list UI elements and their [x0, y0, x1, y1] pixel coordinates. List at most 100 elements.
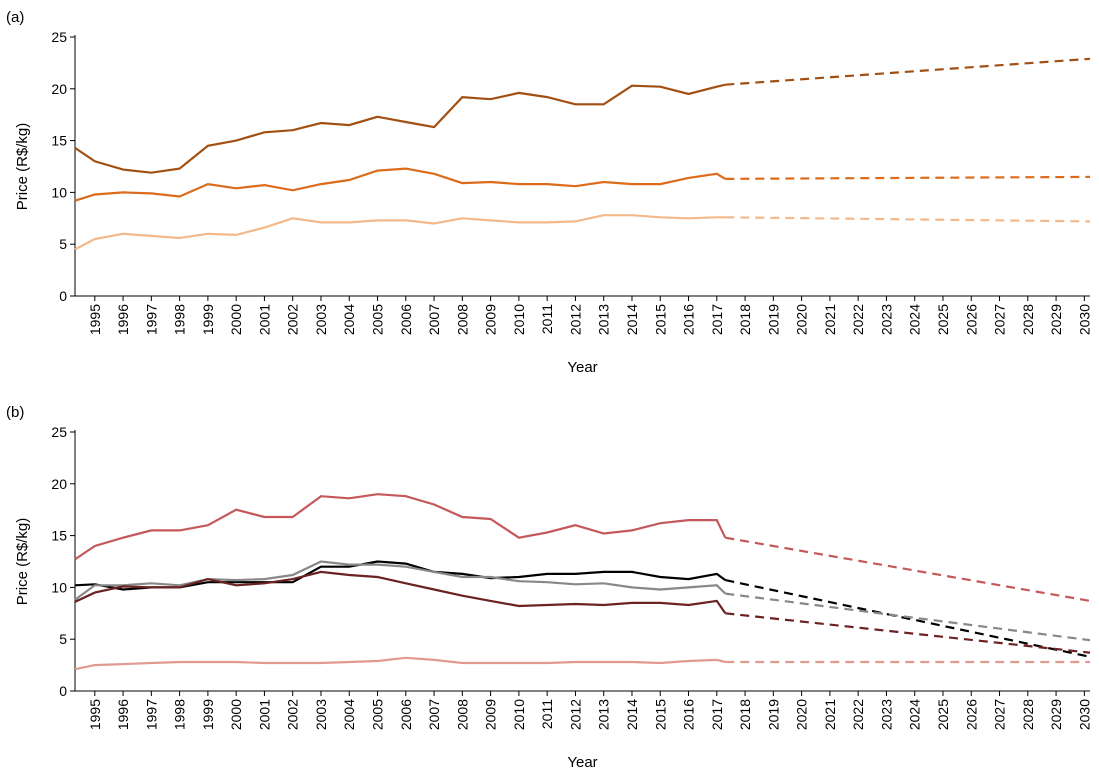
x-tick-label: 2010 — [511, 304, 527, 335]
x-tick-label: 2016 — [681, 699, 697, 730]
x-tick-label: 2009 — [483, 304, 499, 335]
y-tick-label: 15 — [51, 528, 67, 544]
x-tick-label: 2026 — [963, 304, 979, 335]
x-tick-label: 2012 — [567, 699, 583, 730]
x-tick-label: 2028 — [1020, 699, 1036, 730]
series-line — [725, 579, 1091, 658]
series-line — [74, 493, 727, 561]
x-tick-label: 2006 — [398, 699, 414, 730]
y-tick-label: 20 — [51, 81, 67, 97]
series-line — [725, 175, 1091, 180]
series-line — [725, 536, 1091, 602]
y-tick-label: 5 — [59, 236, 67, 252]
y-axis-label: Price (R$/kg) — [14, 123, 31, 211]
series-line — [74, 167, 726, 202]
x-tick-label: 2019 — [765, 699, 781, 730]
y-tick-label: 15 — [51, 133, 67, 149]
x-tick-label: 2017 — [709, 699, 725, 730]
x-tick-label: 2025 — [935, 699, 951, 730]
x-tick-label: 2015 — [652, 699, 668, 730]
x-tick-label: 1999 — [200, 304, 216, 335]
x-tick-label: 1997 — [143, 699, 159, 730]
y-tick-label: 5 — [59, 631, 67, 647]
x-tick-label: 2009 — [483, 699, 499, 730]
x-tick-label: 2011 — [539, 304, 555, 334]
x-tick-label: 1995 — [87, 699, 103, 730]
x-tick-label: 2008 — [454, 304, 470, 335]
y-tick-label: 25 — [51, 29, 67, 45]
x-tick-label: 2003 — [313, 304, 329, 335]
x-tick-label: 2018 — [737, 699, 753, 730]
series-line — [725, 216, 1091, 223]
x-tick-label: 2004 — [341, 304, 357, 335]
x-tick-label: 2022 — [850, 304, 866, 335]
x-tick-label: 1996 — [115, 304, 131, 335]
series-line — [74, 560, 727, 601]
x-tick-label: 1996 — [115, 699, 131, 730]
panel-label: (b) — [6, 404, 24, 421]
x-tick-label: 2011 — [539, 699, 555, 729]
x-tick-label: 1997 — [143, 304, 159, 335]
x-tick-label: 2029 — [1048, 304, 1064, 335]
series-line — [74, 570, 727, 614]
x-tick-label: 2018 — [737, 304, 753, 335]
x-tick-label: 2024 — [907, 699, 923, 730]
x-tick-label: 2025 — [935, 304, 951, 335]
x-tick-label: 2013 — [596, 304, 612, 335]
x-tick-label: 2023 — [878, 304, 894, 335]
x-tick-label: 2017 — [709, 304, 725, 335]
x-tick-label: 2000 — [228, 304, 244, 335]
x-tick-label: 2007 — [426, 304, 442, 335]
series-line — [74, 656, 726, 671]
x-tick-label: 2006 — [398, 304, 414, 335]
x-tick-label: 2002 — [285, 304, 301, 335]
x-tick-label: 2019 — [765, 304, 781, 335]
x-tick-label: 2008 — [454, 699, 470, 730]
y-axis-label: Price (R$/kg) — [14, 518, 31, 606]
x-tick-label: 2002 — [285, 699, 301, 730]
y-tick-label: 25 — [51, 424, 67, 440]
x-tick-label: 1998 — [172, 699, 188, 730]
x-tick-label: 2030 — [1076, 699, 1092, 730]
x-tick-label: 2014 — [624, 304, 640, 335]
x-axis-label: Year — [567, 359, 597, 376]
x-tick-label: 2021 — [822, 699, 838, 730]
x-tick-label: 2020 — [794, 699, 810, 730]
x-tick-label: 2027 — [992, 699, 1008, 730]
x-tick-label: 2005 — [370, 699, 386, 730]
y-tick-label: 10 — [51, 184, 67, 200]
x-tick-label: 2015 — [652, 304, 668, 335]
y-tick-label: 0 — [59, 683, 67, 699]
x-tick-label: 2027 — [992, 304, 1008, 335]
x-tick-label: 2001 — [256, 699, 272, 730]
x-tick-label: 2020 — [794, 304, 810, 335]
series-line — [725, 57, 1091, 86]
x-tick-label: 2010 — [511, 699, 527, 730]
x-tick-label: 2003 — [313, 699, 329, 730]
series-line — [725, 592, 1091, 642]
x-tick-label: 2004 — [341, 699, 357, 730]
series-line — [74, 83, 726, 174]
x-tick-label: 2007 — [426, 699, 442, 730]
x-tick-label: 2029 — [1048, 699, 1064, 730]
series-line — [725, 612, 1091, 654]
x-tick-label: 2030 — [1076, 304, 1092, 335]
x-tick-label: 2014 — [624, 699, 640, 730]
x-axis-label: Year — [567, 754, 597, 771]
x-tick-label: 2026 — [963, 699, 979, 730]
x-tick-label: 2022 — [850, 699, 866, 730]
x-tick-label: 2028 — [1020, 304, 1036, 335]
y-tick-label: 10 — [51, 579, 67, 595]
x-tick-label: 1995 — [87, 304, 103, 335]
y-tick-label: 0 — [59, 288, 67, 304]
x-tick-label: 2000 — [228, 699, 244, 730]
x-tick-label: 2023 — [878, 699, 894, 730]
x-tick-label: 2013 — [596, 699, 612, 730]
series-line — [74, 214, 726, 251]
panel-label: (a) — [6, 9, 24, 26]
x-tick-label: 2005 — [370, 304, 386, 335]
x-tick-label: 2021 — [822, 304, 838, 335]
x-tick-label: 1999 — [200, 699, 216, 730]
x-tick-label: 1998 — [172, 304, 188, 335]
